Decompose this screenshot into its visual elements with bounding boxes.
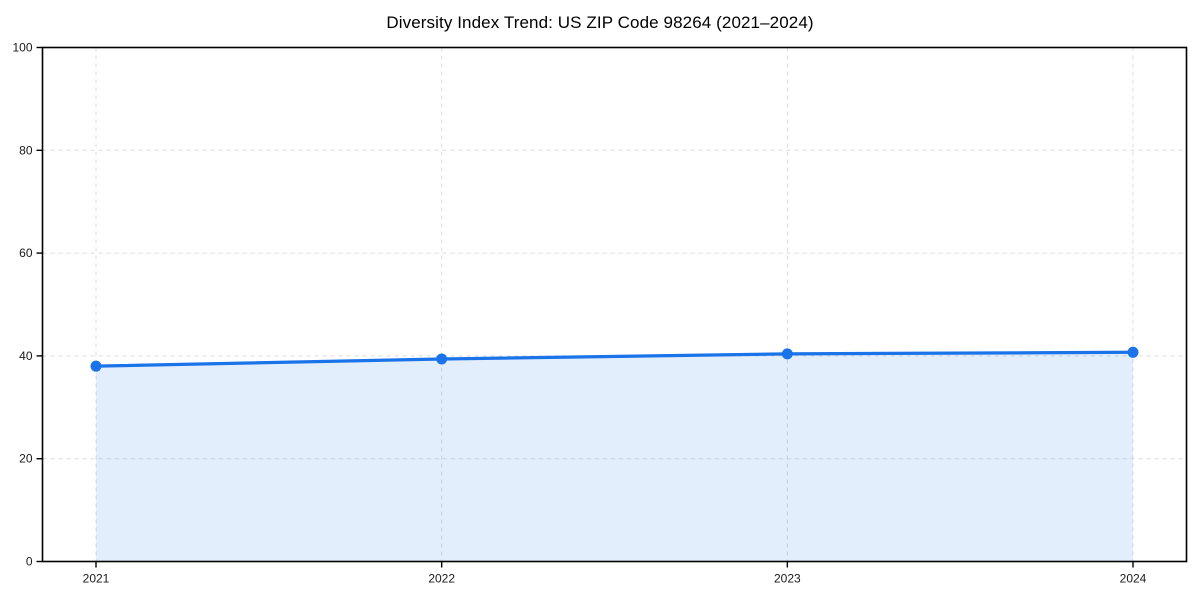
trend-line — [94, 350, 1135, 368]
data-point-2023 — [781, 348, 793, 360]
data-point-2021 — [90, 360, 102, 372]
x-tick-label-2024: 2024 — [1120, 572, 1147, 586]
x-tick-label-2022: 2022 — [428, 572, 455, 586]
plot-border — [41, 46, 1188, 563]
chart-title: Diversity Index Trend: US ZIP Code 98264… — [386, 13, 814, 32]
y-tick-label-100: 100 — [12, 41, 32, 55]
x-tick-label-2023: 2023 — [774, 572, 801, 586]
data-point-2022 — [436, 353, 448, 365]
y-tick-label-20: 20 — [19, 452, 33, 466]
y-tick-label-80: 80 — [19, 143, 33, 157]
y-tick-label-40: 40 — [19, 349, 33, 363]
y-tick-label-60: 60 — [19, 246, 33, 260]
x-tick-label-2021: 2021 — [83, 572, 110, 586]
data-point-2024 — [1127, 346, 1139, 358]
area-fill — [96, 352, 1133, 562]
y-tick-label-0: 0 — [26, 555, 33, 569]
